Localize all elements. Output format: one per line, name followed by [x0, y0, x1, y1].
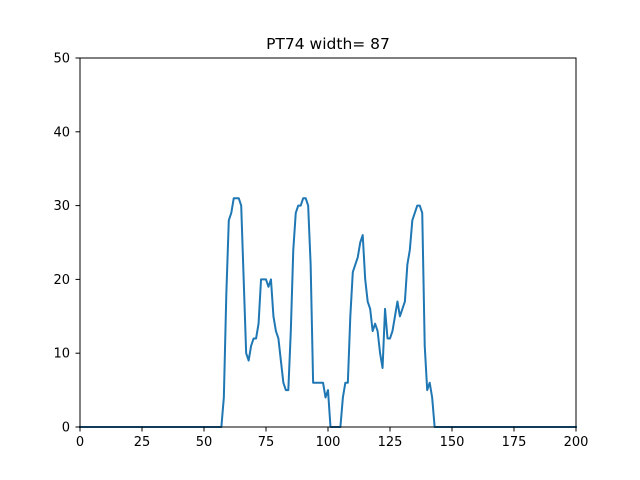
chart-title: PT74 width= 87	[266, 35, 390, 53]
x-tick-label: 75	[258, 435, 275, 450]
x-tick-label: 25	[134, 435, 151, 450]
axes: 0 25 50 75 100 125 150 175 200 0 10 20 30 40 50	[53, 52, 588, 451]
plot-area	[79, 197, 577, 428]
x-tick-label: 175	[502, 435, 527, 450]
x-tick-label: 50	[196, 435, 213, 450]
y-tick-label: 10	[53, 347, 70, 362]
x-tick-label: 200	[564, 435, 589, 450]
y-tick-label: 30	[53, 199, 70, 214]
series-line-0	[79, 197, 577, 428]
x-tick-label: 150	[440, 435, 465, 450]
y-tick-label: 50	[53, 52, 70, 67]
x-tick-label: 0	[76, 435, 84, 450]
x-tick-label: 125	[378, 435, 403, 450]
y-tick-label: 20	[53, 273, 70, 288]
y-tick-label: 0	[62, 421, 70, 436]
x-tick-label: 100	[316, 435, 341, 450]
y-tick-label: 40	[53, 125, 70, 140]
